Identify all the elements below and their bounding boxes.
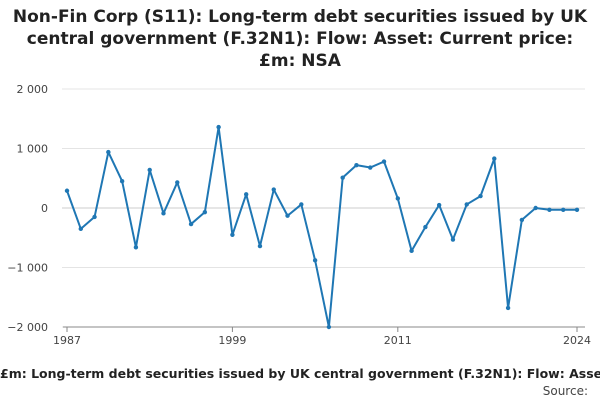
legend-text: £m: Long-term debt securities issued by … xyxy=(0,366,600,381)
series-line xyxy=(66,126,577,328)
x-tick-label: 2024 xyxy=(563,334,591,347)
data-point[interactable] xyxy=(478,193,483,199)
data-point[interactable] xyxy=(188,221,194,227)
y-tick-label: 2 000 xyxy=(17,83,49,96)
chart-title: Non-Fin Corp (S11): Long-term debt secur… xyxy=(0,6,600,72)
y-tick-label: 0 xyxy=(41,202,48,215)
data-point[interactable] xyxy=(243,192,249,197)
data-point[interactable] xyxy=(92,214,97,220)
data-point[interactable] xyxy=(230,232,235,237)
y-tick-label: −1 000 xyxy=(7,262,48,275)
data-point[interactable] xyxy=(450,237,456,242)
data-point[interactable] xyxy=(106,149,111,155)
data-point[interactable] xyxy=(409,248,414,254)
data-point[interactable] xyxy=(119,179,125,184)
data-point[interactable] xyxy=(436,202,442,208)
data-point[interactable] xyxy=(561,207,566,212)
data-point[interactable] xyxy=(395,196,401,201)
data-point[interactable] xyxy=(354,162,359,168)
data-point[interactable] xyxy=(505,305,511,311)
data-point[interactable] xyxy=(161,211,166,216)
plot-area xyxy=(64,124,580,330)
data-point[interactable] xyxy=(340,175,345,180)
data-point[interactable] xyxy=(285,213,290,218)
data-point[interactable] xyxy=(368,165,373,170)
data-point[interactable] xyxy=(423,224,428,230)
data-point[interactable] xyxy=(216,124,221,130)
data-point[interactable] xyxy=(312,258,318,263)
data-point[interactable] xyxy=(574,207,580,212)
y-tick-label: −2 000 xyxy=(7,321,48,334)
chart-title-line-3: £m: NSA xyxy=(259,51,341,71)
data-point[interactable] xyxy=(519,217,525,223)
data-point[interactable] xyxy=(326,324,332,330)
x-tick-label: 2011 xyxy=(384,334,412,347)
data-point[interactable] xyxy=(533,205,538,211)
data-point[interactable] xyxy=(147,167,152,173)
chart-title-line-1: Non-Fin Corp (S11): Long-term debt secur… xyxy=(12,7,588,27)
data-point[interactable] xyxy=(257,243,263,249)
data-point[interactable] xyxy=(547,207,552,212)
chart-title-line-2: central government (F.32N1): Flow: Asset… xyxy=(26,29,574,49)
y-axis: 2 000 1 000 0 −1 000 −2 000 xyxy=(7,83,48,334)
x-tick-label: 1987 xyxy=(53,334,81,347)
y-tick-label: 1 000 xyxy=(17,143,49,156)
data-point[interactable] xyxy=(202,209,208,215)
data-point[interactable] xyxy=(271,187,276,192)
data-point[interactable] xyxy=(299,202,304,207)
x-tick-label: 1999 xyxy=(218,334,246,347)
data-point[interactable] xyxy=(64,188,70,193)
data-point[interactable] xyxy=(175,180,180,185)
data-point[interactable] xyxy=(133,245,139,250)
data-point[interactable] xyxy=(492,156,497,161)
data-point[interactable] xyxy=(381,159,387,164)
source-text: Source: xyxy=(542,384,588,398)
data-point[interactable] xyxy=(78,226,83,232)
data-point[interactable] xyxy=(464,202,469,207)
x-axis: 1987 1999 2011 2024 xyxy=(53,326,591,347)
